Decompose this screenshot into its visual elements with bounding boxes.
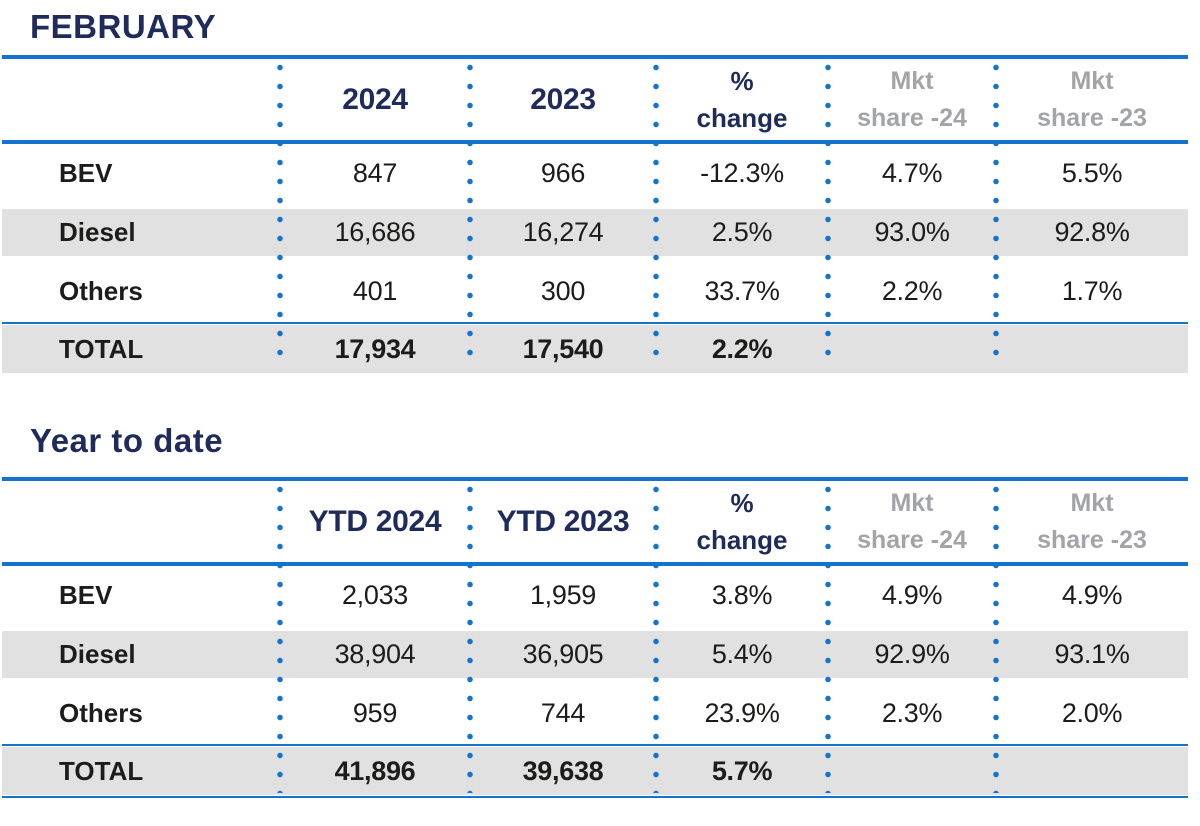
section-title-february: FEBRUARY [30,8,217,45]
cell-value: 2.3% [881,698,943,728]
table-top-border [2,55,1188,59]
cell-value: 2,033 [341,580,409,610]
cell-value: 92.8% [1054,217,1130,247]
cell-value: 93.0% [874,217,950,247]
cell-value: 5.5% [1061,158,1123,188]
cell-value: 16,686 [334,217,416,247]
cell-value: 5.4% [711,639,773,669]
row-label: Others [59,276,143,306]
cell-value: 16,274 [522,217,604,247]
cell-value: 2.2% [881,276,943,306]
header-bottom-border [2,140,1188,144]
cell-value: 5.7% [711,755,773,786]
table-row-others: Others 401 300 33.7% 2.2% 1.7% [2,262,1188,321]
cell-value: 1.7% [1061,276,1123,306]
header-ytd-2024: YTD 2024 [308,504,442,538]
cell-value: 847 [352,158,398,188]
cell-value: 401 [352,276,398,306]
header-bottom-border [2,562,1188,566]
table-header-row: 2024 2023 % change Mkt share -24 Mkt sha… [2,59,1188,140]
total-top-border [2,322,1188,324]
header-mkt-share-24: Mkt share -24 [857,489,967,554]
february-table: 2024 2023 % change Mkt share -24 Mkt sha… [2,55,1188,373]
cell-value: 33.7% [704,276,780,306]
header-ytd-2023: YTD 2023 [496,504,630,538]
cell-value: 2.5% [711,217,773,247]
row-label: BEV [59,580,113,610]
header-pct-change: % change [696,66,788,133]
table-top-border [2,477,1188,481]
cell-value: 36,905 [522,639,604,669]
header-2024: 2024 [342,82,408,116]
cell-value: 300 [540,276,586,306]
row-label: Diesel [59,217,136,247]
header-mkt-share-23: Mkt share -23 [1037,67,1147,132]
row-label: BEV [59,158,113,188]
table-row-diesel: Diesel 38,904 36,905 5.4% 92.9% 93.1% [2,625,1188,684]
table-row-others: Others 959 744 23.9% 2.3% 2.0% [2,684,1188,743]
table-row-total: TOTAL 17,934 17,540 2.2% [2,325,1188,373]
cell-value: 966 [540,158,586,188]
header-2023: 2023 [530,82,596,116]
cell-value: 23.9% [704,698,780,728]
cell-value: 744 [540,698,586,728]
cell-value: 92.9% [874,639,950,669]
table-row-bev: BEV 2,033 1,959 3.8% 4.9% 4.9% [2,566,1188,625]
table-bottom-border [2,796,1188,798]
cell-value: 1,959 [529,580,597,610]
cell-value: -12.3% [700,158,784,188]
row-label: TOTAL [59,333,144,364]
header-mkt-share-24: Mkt share -24 [857,67,967,132]
cell-value: 4.9% [1061,580,1123,610]
cell-value: 39,638 [522,755,604,786]
table-row-bev: BEV 847 966 -12.3% 4.7% 5.5% [2,144,1188,203]
row-label: Others [59,698,143,728]
cell-value: 38,904 [334,639,416,669]
header-mkt-share-23: Mkt share -23 [1037,489,1147,554]
section-title-ytd: Year to date [30,422,224,459]
cell-value: 17,934 [334,333,416,364]
cell-value: 3.8% [711,580,773,610]
header-pct-change: % change [696,488,788,555]
row-label: TOTAL [59,755,144,786]
cell-value: 2.0% [1061,698,1123,728]
table-row-total: TOTAL 41,896 39,638 5.7% [2,747,1188,795]
cell-value: 4.7% [881,158,943,188]
cell-value: 959 [352,698,398,728]
ytd-table: YTD 2024 YTD 2023 % change Mkt share -24… [2,477,1188,798]
cell-value: 93.1% [1054,639,1130,669]
cell-value: 2.2% [711,333,773,364]
table-row-diesel: Diesel 16,686 16,274 2.5% 93.0% 92.8% [2,203,1188,262]
cell-value: 41,896 [334,755,416,786]
cell-value: 17,540 [522,333,604,364]
row-label: Diesel [59,639,136,669]
table-header-row: YTD 2024 YTD 2023 % change Mkt share -24… [2,481,1188,562]
total-top-border [2,744,1188,746]
cell-value: 4.9% [881,580,943,610]
